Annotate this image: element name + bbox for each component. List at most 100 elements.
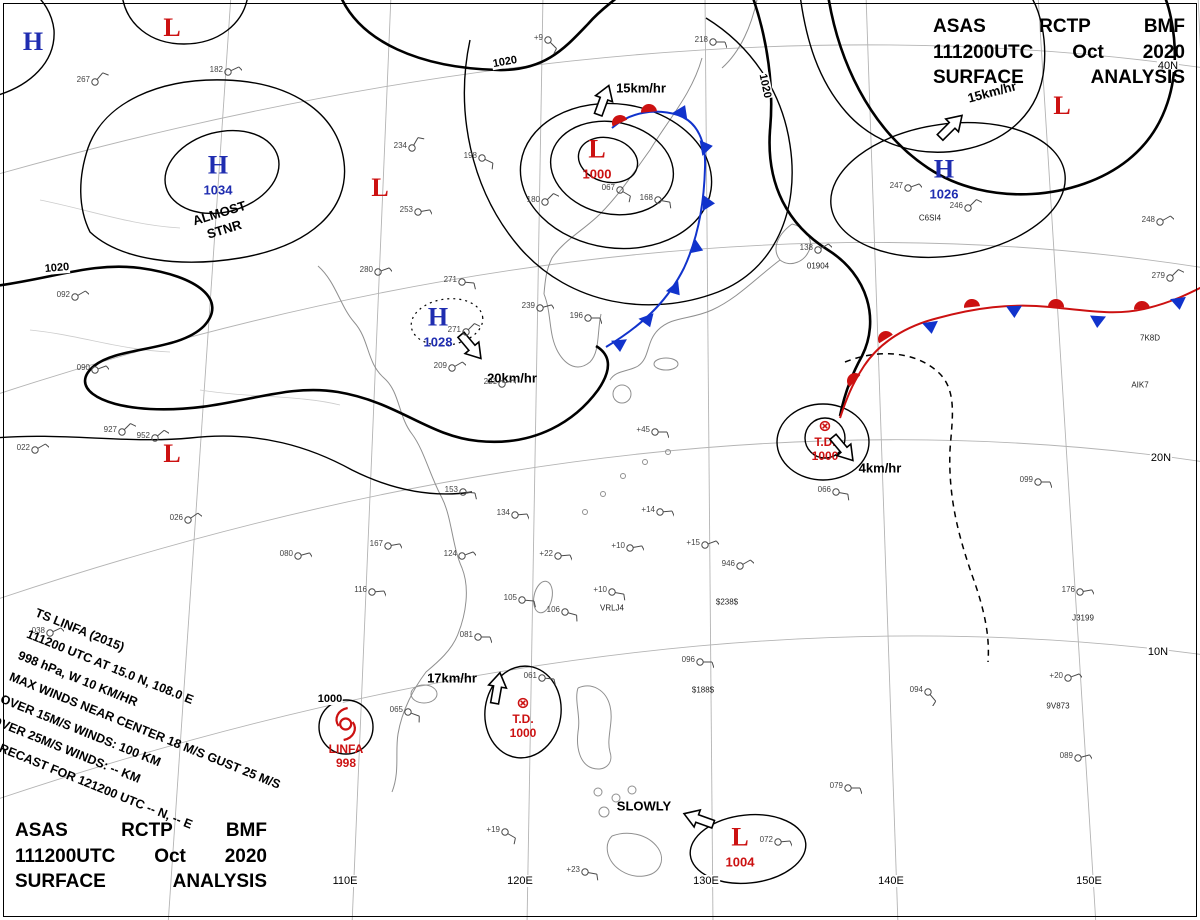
- graticule-label: 150E: [1075, 875, 1103, 887]
- station-plot: 246: [950, 194, 982, 222]
- station-plot: 096: [682, 648, 714, 676]
- graticule-label: 120E: [506, 875, 534, 887]
- title-block-bottom-left: ASAS RCTP BMF 111200UTC Oct 2020 SURFACE…: [15, 818, 267, 895]
- station-plot: 026: [170, 506, 202, 534]
- station-plot: 094: [910, 678, 942, 706]
- motion-arrow-icon: [474, 667, 520, 718]
- motion-arrow-icon: [819, 425, 865, 476]
- station-plot: 066: [818, 478, 850, 506]
- isobar-value-label: 1020: [490, 53, 520, 71]
- station-plot: 099: [1020, 468, 1052, 496]
- high-pressure-center: H: [22, 27, 44, 56]
- high-pressure-center: H 1026: [929, 154, 959, 202]
- high-pressure-center: H 1028: [423, 302, 453, 350]
- station-plot: 271: [444, 268, 476, 296]
- station-plot: 079: [830, 774, 862, 802]
- station-plot: 927: [104, 418, 136, 446]
- low-pressure-center: L: [163, 439, 181, 468]
- station-plot: +15: [686, 531, 719, 559]
- station-plot: 089: [1060, 744, 1092, 772]
- ship-id-label: J3199: [1072, 613, 1094, 623]
- station-plot: 248: [1142, 208, 1174, 236]
- high-pressure-center: H 1034: [203, 150, 233, 198]
- station-plot: 092: [57, 283, 89, 311]
- motion-speed-label: 4km/hr: [858, 460, 902, 476]
- station-plot: 124: [444, 542, 476, 570]
- station-plot: 168: [640, 186, 672, 214]
- station-plot: 061: [524, 664, 556, 692]
- chart-id: ASAS RCTP BMF: [933, 16, 1185, 37]
- tropical-system: ⊗ T.D. 1000: [509, 693, 537, 740]
- tropical-depression-icon: ⊗: [818, 416, 832, 435]
- station-plot: 253: [400, 198, 432, 226]
- chart-datetime: 111200UTC Oct 2020: [15, 845, 267, 867]
- motion-speed-label: 15km/hr: [616, 80, 666, 96]
- map-border: [3, 3, 1197, 917]
- ship-id-label: $238$: [715, 597, 739, 607]
- tropical-storm-icon: [335, 706, 357, 742]
- station-plot: 952: [137, 424, 169, 452]
- station-plot: 038: [32, 619, 64, 647]
- station-plot: +10: [593, 578, 626, 606]
- station-plot: 182: [210, 58, 242, 86]
- coastlines: [29, 0, 811, 877]
- graticule-label: 20N: [1149, 452, 1173, 464]
- ship-id-label: AIK7: [1131, 380, 1149, 390]
- station-plot: 090: [77, 356, 109, 384]
- station-plot: 167: [370, 532, 402, 560]
- ship-id-label: $188$: [691, 685, 715, 695]
- motion-arrow-icon: [927, 105, 973, 156]
- station-plot: 946: [722, 552, 754, 580]
- low-pressure-center: L: [371, 173, 389, 202]
- station-plot: 134: [497, 501, 529, 529]
- station-plot: +20: [1049, 664, 1082, 692]
- motion-speed-label: SLOWLY: [616, 798, 672, 814]
- station-plot: +10: [611, 534, 644, 562]
- station-plot: +9: [534, 26, 562, 54]
- station-plot: +14: [641, 498, 674, 526]
- chart-type: SURFACE ANALYSIS: [15, 871, 267, 893]
- chart-datetime: 111200UTC Oct 2020: [933, 41, 1185, 63]
- station-plot: 067: [602, 176, 634, 204]
- station-plot: 138: [800, 236, 832, 264]
- motion-arrow-icon: [580, 79, 626, 130]
- station-plot: 239: [522, 294, 554, 322]
- low-pressure-center: L: [163, 13, 181, 42]
- ship-id-label: 9V873: [1046, 701, 1070, 711]
- chart-type: SURFACE ANALYSIS: [933, 67, 1185, 89]
- cold-front: [605, 104, 715, 352]
- station-plot: 180: [527, 188, 559, 216]
- motion-arrow-icon: [447, 323, 493, 374]
- ship-id-label: VRLJ4: [599, 603, 625, 613]
- graticule-label: 140E: [877, 875, 905, 887]
- station-plot: 221: [484, 370, 516, 398]
- isobar-value-label: 1020: [43, 260, 71, 276]
- station-plot: 116: [354, 578, 386, 606]
- station-plot: 234: [394, 134, 426, 162]
- station-plot: 247: [890, 174, 922, 202]
- station-plot: 022: [17, 436, 49, 464]
- graticule-label: 40N: [1156, 60, 1180, 72]
- isobar-value-label: 1000: [316, 693, 344, 705]
- station-plot: 271: [448, 318, 480, 346]
- motion-arrow-icon: [677, 797, 723, 848]
- station-plot: 209: [434, 354, 466, 382]
- station-plot: 196: [570, 304, 602, 332]
- station-plot: 218: [695, 28, 727, 56]
- graticule-label: 130E: [692, 875, 720, 887]
- station-plot: 106: [547, 598, 579, 626]
- station-plot: 267: [77, 68, 109, 96]
- trough-dashed-line: [844, 353, 990, 663]
- tropical-system: LINFA 998: [329, 706, 363, 770]
- stationary-front: [839, 286, 1200, 419]
- station-plot: 105: [504, 586, 536, 614]
- tropical-depression-icon: ⊗: [516, 693, 530, 712]
- station-plot: 279: [1152, 264, 1184, 292]
- ship-id-label: C6SI4: [918, 213, 942, 223]
- motion-speed-label: 17km/hr: [427, 670, 477, 686]
- station-plot: 081: [460, 623, 492, 651]
- station-plot: +45: [636, 418, 669, 446]
